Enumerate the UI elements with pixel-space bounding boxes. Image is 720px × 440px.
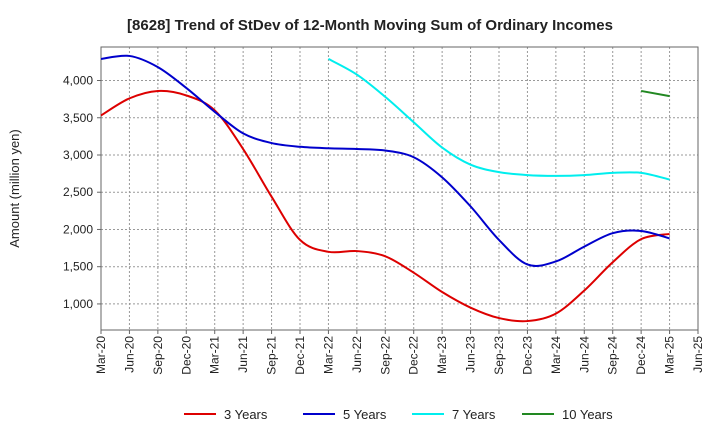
y-tick-label: 1,000 bbox=[63, 297, 93, 311]
x-tick-label: Jun-22 bbox=[350, 336, 364, 373]
y-axis: 1,000 1,500 2,000 2,500 3,000 3,500 4,000 bbox=[63, 74, 101, 311]
x-tick-label: Mar-22 bbox=[321, 336, 335, 374]
x-tick-label: Dec-20 bbox=[179, 336, 193, 375]
legend-label-10-years: 10 Years bbox=[562, 407, 613, 422]
series-line-10-years bbox=[640, 89, 670, 98]
grid bbox=[100, 47, 699, 330]
x-tick-label: Sep-24 bbox=[606, 336, 620, 375]
x-tick-label: Jun-25 bbox=[691, 336, 705, 373]
x-tick-label: Sep-22 bbox=[378, 336, 392, 375]
y-tick-label: 4,000 bbox=[63, 74, 93, 88]
x-tick-label: Jun-24 bbox=[577, 336, 591, 373]
series-line-3-years bbox=[100, 89, 670, 323]
y-tick-label: 3,500 bbox=[63, 111, 93, 125]
x-tick-label: Dec-24 bbox=[634, 336, 648, 375]
x-tick-label: Mar-20 bbox=[94, 336, 108, 374]
y-tick-label: 3,000 bbox=[63, 148, 93, 162]
x-tick-label: Jun-20 bbox=[122, 336, 136, 373]
x-tick-label: Sep-21 bbox=[265, 336, 279, 375]
x-tick-label: Dec-22 bbox=[407, 336, 421, 375]
x-tick-label: Dec-23 bbox=[520, 336, 534, 375]
x-tick-label: Sep-23 bbox=[492, 336, 506, 375]
y-tick-label: 1,500 bbox=[63, 260, 93, 274]
legend-label-5-years: 5 Years bbox=[343, 407, 387, 422]
x-tick-label: Mar-24 bbox=[549, 336, 563, 374]
chart-title: [8628] Trend of StDev of 12-Month Moving… bbox=[127, 17, 613, 34]
y-tick-label: 2,000 bbox=[63, 222, 93, 236]
plot-area bbox=[100, 46, 699, 331]
x-axis: Mar-20 Jun-20 Sep-20 Dec-20 Mar-21 Jun-21 Sep-… bbox=[94, 330, 705, 375]
x-tick-label: Jun-23 bbox=[464, 336, 478, 373]
x-tick-label: Jun-21 bbox=[236, 336, 250, 373]
x-tick-label: Mar-25 bbox=[663, 336, 677, 374]
x-tick-label: Sep-20 bbox=[151, 336, 165, 375]
legend-label-7-years: 7 Years bbox=[452, 407, 496, 422]
series-line-7-years bbox=[327, 58, 670, 181]
y-axis-label: Amount (million yen) bbox=[7, 129, 22, 248]
x-tick-label: Mar-21 bbox=[208, 336, 222, 374]
legend: 3 Years 5 Years 7 Years 10 Years bbox=[184, 407, 613, 422]
series-line-5-years bbox=[100, 54, 670, 267]
x-tick-label: Mar-23 bbox=[435, 336, 449, 374]
series-lines bbox=[100, 54, 670, 323]
x-tick-label: Dec-21 bbox=[293, 336, 307, 375]
legend-label-3-years: 3 Years bbox=[224, 407, 268, 422]
y-tick-label: 2,500 bbox=[63, 185, 93, 199]
